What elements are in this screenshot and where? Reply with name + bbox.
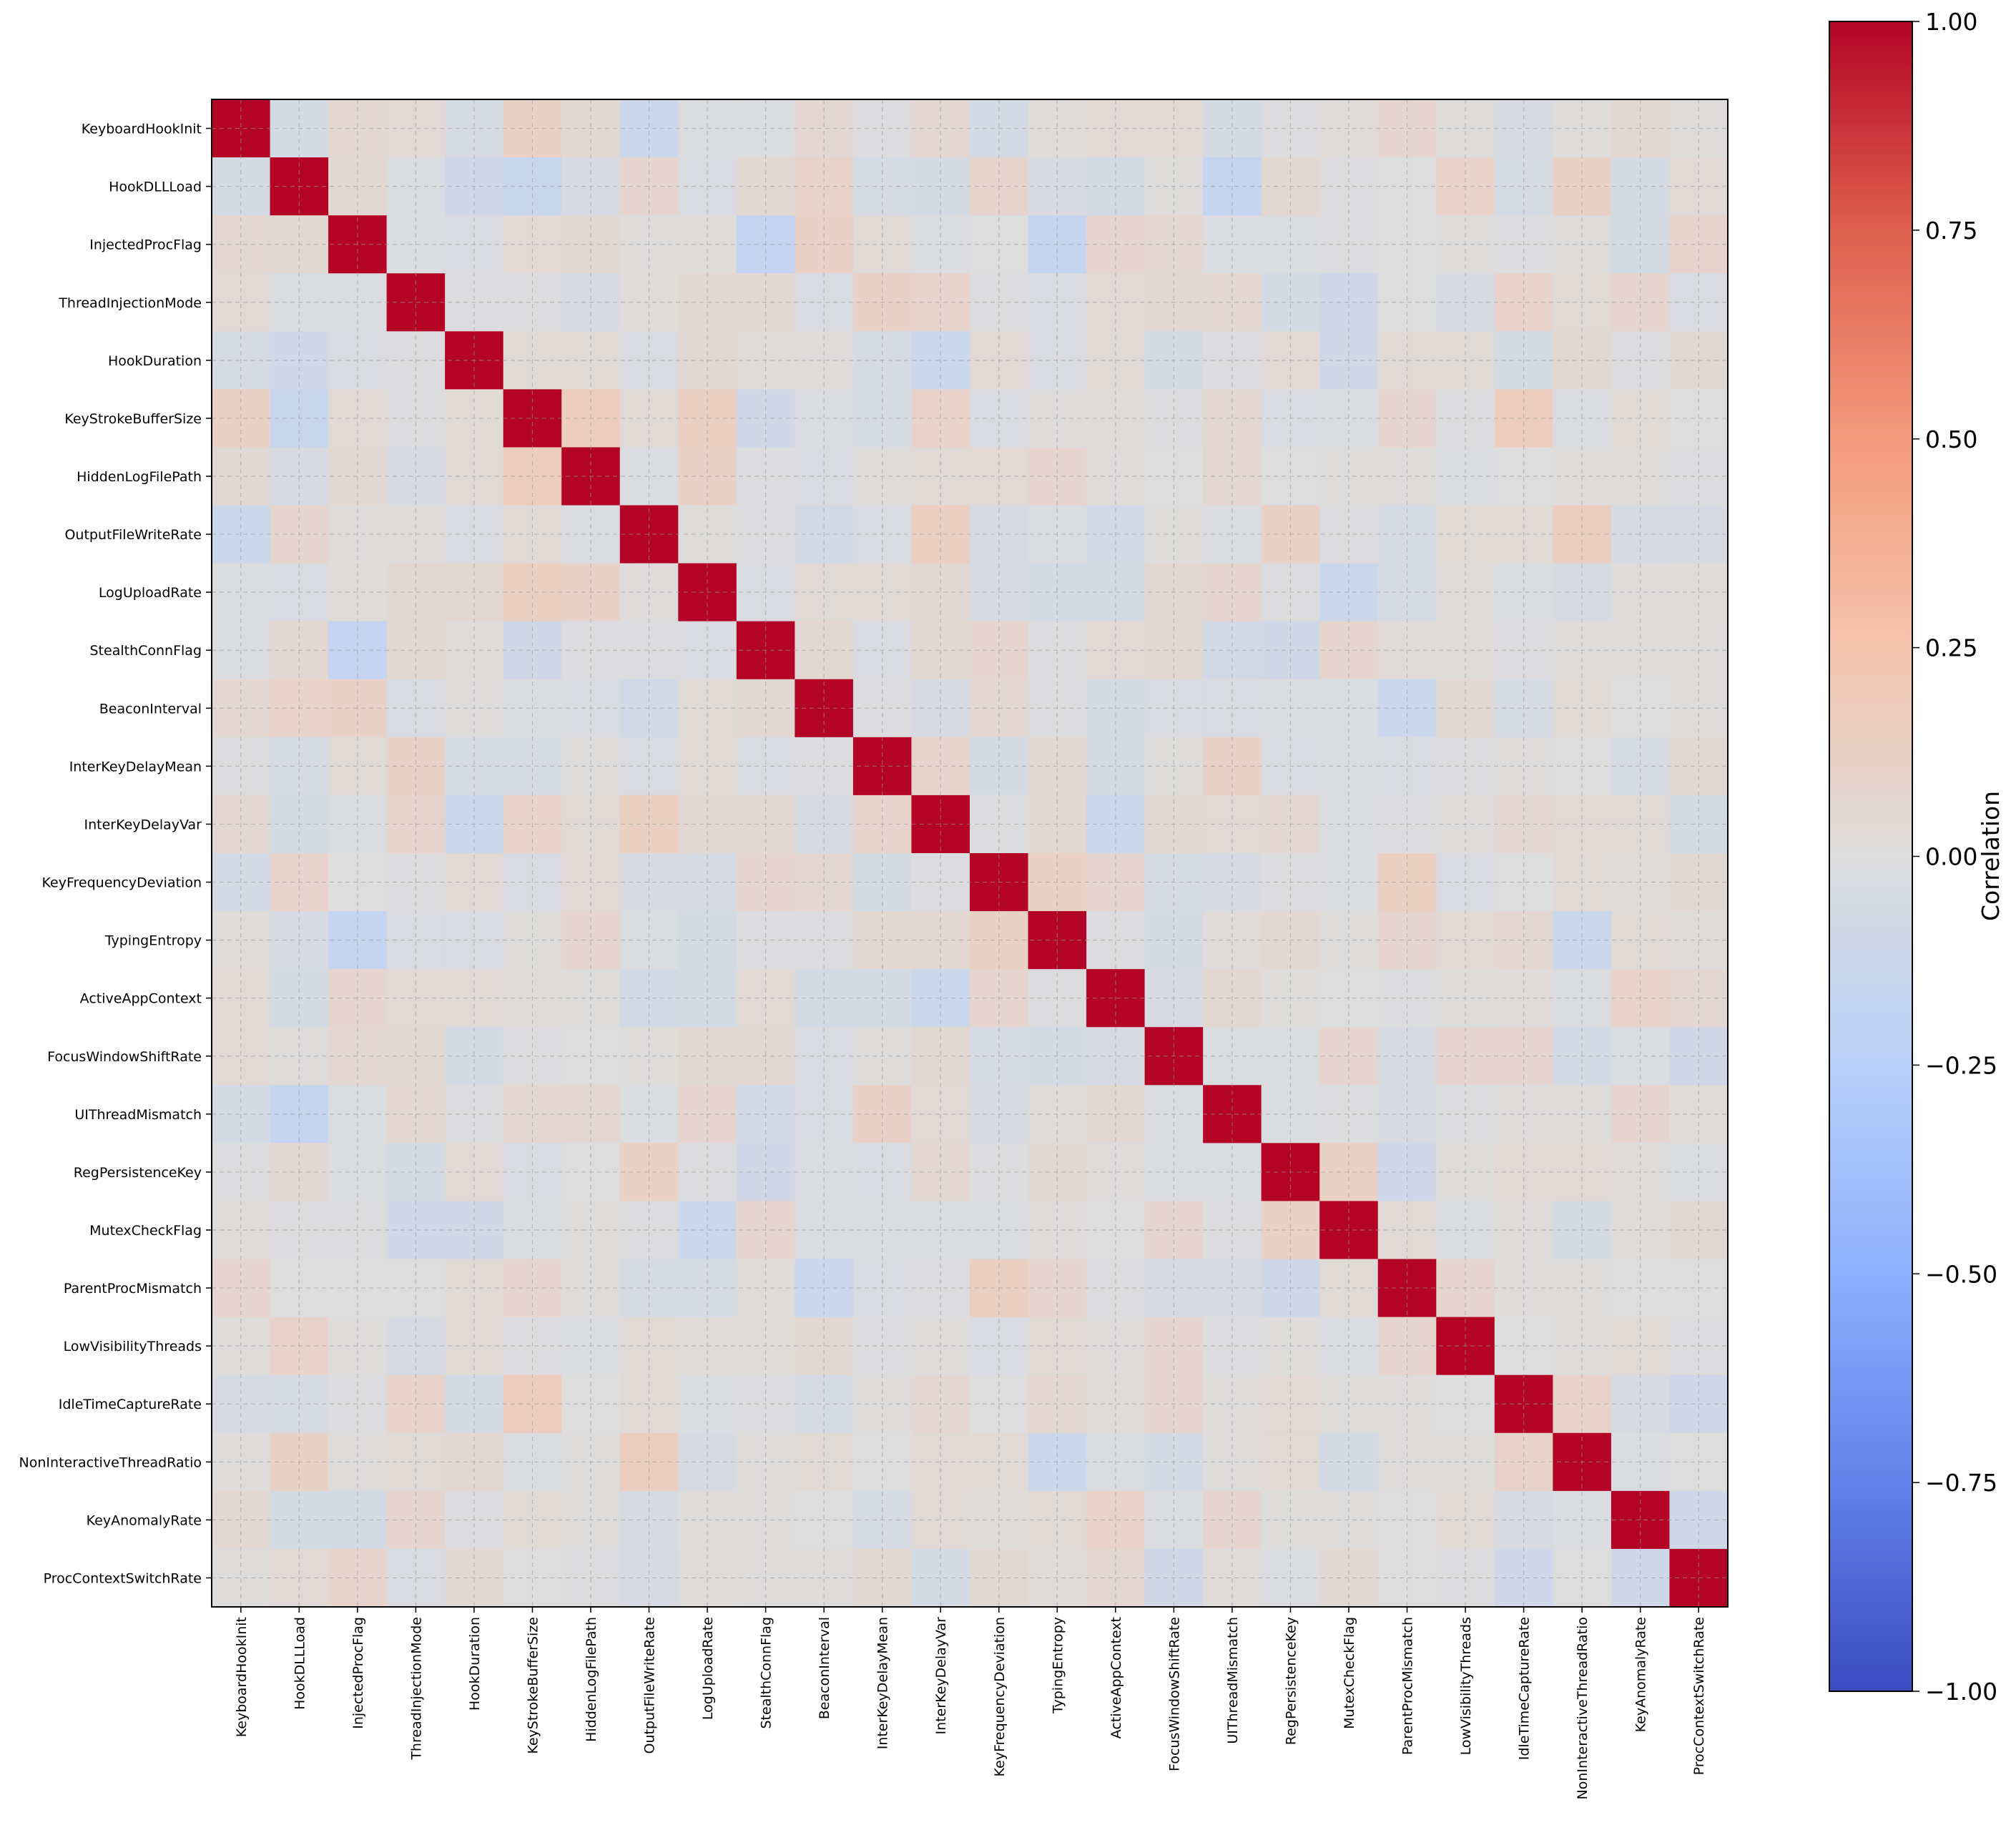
column-label: KeyStrokeBufferSize <box>525 1617 541 1754</box>
row-label: LogUploadRate <box>99 585 202 601</box>
row-label: HookDLLLoad <box>109 179 202 195</box>
heatmap-frame <box>211 99 1729 1608</box>
row-label: KeyboardHookInit <box>82 122 202 137</box>
column-label: KeyboardHookInit <box>234 1617 250 1737</box>
row-label: KeyAnomalyRate <box>87 1512 202 1528</box>
row-label: BeaconInterval <box>99 701 202 717</box>
row-label: MutexCheckFlag <box>89 1223 202 1239</box>
column-label: ParentProcMismatch <box>1400 1617 1416 1755</box>
column-label: BeaconInterval <box>817 1617 832 1719</box>
column-label: LogUploadRate <box>700 1617 716 1720</box>
column-label: StealthConnFlag <box>759 1617 775 1729</box>
row-label: RegPersistenceKey <box>74 1165 202 1181</box>
heatmap-gridlines <box>212 99 1728 1607</box>
colorbar-tick-label: 0.25 <box>1925 634 1977 662</box>
row-label: NonInteractiveThreadRatio <box>19 1455 202 1470</box>
colorbar-tick-label: 0.75 <box>1925 217 1977 245</box>
row-label: ProcContextSwitchRate <box>44 1570 202 1586</box>
column-label: OutputFileWriteRate <box>642 1617 658 1754</box>
row-label: ActiveAppContext <box>80 991 202 1007</box>
row-label: ParentProcMismatch <box>64 1281 202 1297</box>
column-label: InjectedProcFlag <box>350 1617 366 1729</box>
row-label: KeyFrequencyDeviation <box>42 875 202 891</box>
column-label: KeyAnomalyRate <box>1633 1617 1649 1732</box>
column-label: UIThreadMismatch <box>1225 1617 1241 1744</box>
column-label: MutexCheckFlag <box>1342 1617 1357 1729</box>
column-label: FocusWindowShiftRate <box>1166 1617 1182 1771</box>
row-label: LowVisibilityThreads <box>64 1339 202 1354</box>
column-label: IdleTimeCaptureRate <box>1517 1617 1533 1760</box>
row-label: InterKeyDelayMean <box>69 759 202 774</box>
colorbar-tick-label: −1.00 <box>1925 1678 1997 1706</box>
column-label: ActiveAppContext <box>1108 1617 1124 1738</box>
column-label: TypingEntropy <box>1050 1617 1066 1714</box>
colorbar: 1.00 0.75 0.50 0.25 0.00 −0.25 −0.50 −0.75 −1.00… <box>1829 8 2005 1706</box>
column-labels: KeyboardHookInit HookDLLLoad InjectedProcF… <box>234 1607 1707 1799</box>
row-label: StealthConnFlag <box>90 643 202 659</box>
colorbar-tick-label: 0.00 <box>1925 843 1977 871</box>
column-label: HookDLLLoad <box>292 1617 308 1710</box>
column-label: InterKeyDelayMean <box>875 1617 891 1749</box>
row-label: ThreadInjectionMode <box>58 295 202 311</box>
row-label: HiddenLogFilePath <box>77 469 202 485</box>
row-label: IdleTimeCaptureRate <box>59 1397 202 1412</box>
column-label: NonInteractiveThreadRatio <box>1575 1617 1590 1799</box>
row-label: KeyStrokeBufferSize <box>64 411 202 427</box>
colorbar-tick-label: 0.50 <box>1925 425 1977 453</box>
row-label: FocusWindowShiftRate <box>47 1049 202 1065</box>
row-label: HookDuration <box>108 353 202 369</box>
colorbar-tick-label: −0.25 <box>1925 1051 1997 1079</box>
column-label: ThreadInjectionMode <box>408 1617 424 1761</box>
colorbar-ticks: 1.00 0.75 0.50 0.25 0.00 −0.25 −0.50 −0.75 −1.00 <box>1912 8 1997 1706</box>
column-label: RegPersistenceKey <box>1283 1617 1299 1745</box>
column-label: ProcContextSwitchRate <box>1691 1617 1707 1775</box>
row-label: OutputFileWriteRate <box>64 527 202 543</box>
row-label: InjectedProcFlag <box>89 237 202 253</box>
row-label: InterKeyDelayVar <box>84 817 202 832</box>
colorbar-tick-label: −0.75 <box>1925 1469 1997 1497</box>
colorbar-tick-label: 1.00 <box>1925 8 1977 36</box>
column-label: KeyFrequencyDeviation <box>992 1617 1008 1776</box>
heatmap-cells <box>212 99 1729 1608</box>
column-label: LowVisibilityThreads <box>1458 1617 1474 1755</box>
column-label: HookDuration <box>467 1617 483 1711</box>
column-label: HiddenLogFilePath <box>584 1617 599 1742</box>
row-label: UIThreadMismatch <box>74 1107 202 1123</box>
colorbar-gradient <box>1829 21 1913 1692</box>
row-label: TypingEntropy <box>104 933 202 949</box>
column-label: InterKeyDelayVar <box>933 1617 949 1735</box>
row-labels: KeyboardHookInit HookDLLLoad InjectedProcF… <box>19 122 212 1586</box>
colorbar-tick-label: −0.50 <box>1925 1260 1997 1288</box>
colorbar-label: Correlation <box>1977 791 2005 921</box>
